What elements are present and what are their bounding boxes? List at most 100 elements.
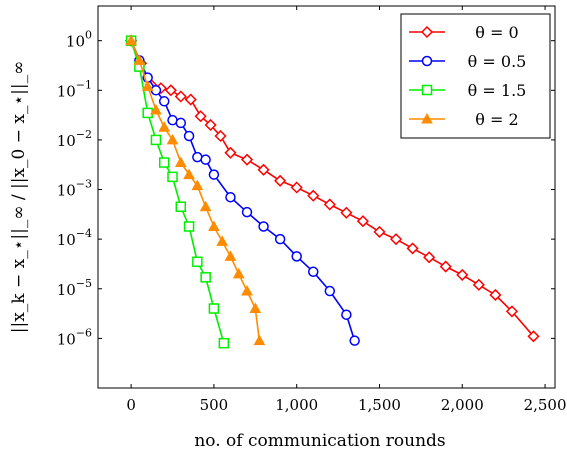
legend-marker <box>421 55 433 67</box>
legend-marker <box>420 25 434 39</box>
legend-entry: θ = 1.5 <box>409 81 526 100</box>
data-point <box>253 334 266 346</box>
data-point <box>307 189 320 202</box>
data-point <box>373 225 386 238</box>
data-point <box>175 117 187 129</box>
data-point <box>174 90 187 103</box>
data-point <box>258 221 269 232</box>
legend-label: θ = 2 <box>475 110 518 129</box>
data-point <box>274 174 287 187</box>
data-point <box>224 250 237 261</box>
legend-entry: θ = 0 <box>409 23 519 42</box>
x-axis-label: no. of communication rounds <box>194 431 445 451</box>
data-point <box>472 278 485 291</box>
series-1 <box>125 35 360 346</box>
data-point <box>167 171 178 183</box>
data-point <box>194 110 207 123</box>
data-point <box>291 251 302 262</box>
data-point <box>199 200 212 212</box>
data-point <box>224 146 237 159</box>
data-point <box>356 215 369 228</box>
y-tick-label: 10−5 <box>57 277 92 299</box>
data-point <box>183 130 195 142</box>
data-point <box>290 181 303 194</box>
data-point <box>133 54 146 65</box>
data-point <box>406 242 419 255</box>
data-point <box>183 221 195 232</box>
data-point <box>192 256 203 268</box>
x-tick-label: 500 <box>200 396 229 414</box>
data-point <box>174 156 187 168</box>
series-line <box>130 40 356 341</box>
data-point <box>439 260 452 273</box>
data-point <box>241 206 253 218</box>
plot-frame <box>97 5 556 389</box>
data-point <box>225 191 236 203</box>
y-tick-label: 10−4 <box>57 227 92 249</box>
data-point <box>257 163 270 176</box>
data-point <box>349 335 360 346</box>
data-point <box>240 153 254 166</box>
series-2 <box>125 35 230 349</box>
data-point <box>158 121 171 132</box>
data-point <box>164 84 177 97</box>
y-tick-label: 10−1 <box>57 78 92 100</box>
x-tick-label: 1,000 <box>275 396 318 414</box>
legend-label: θ = 0 <box>475 23 518 42</box>
y-tick-label: 10−3 <box>57 178 92 200</box>
data-point <box>527 330 540 343</box>
legend: θ = 0 θ = 0.5 θ = 1.5 θ = 2 <box>400 13 551 139</box>
data-point <box>191 179 204 191</box>
data-point <box>324 285 336 297</box>
data-point <box>249 302 262 314</box>
data-point <box>214 129 227 143</box>
legend-label: θ = 1.5 <box>468 81 527 100</box>
data-point <box>489 288 502 302</box>
data-point <box>423 251 436 264</box>
legend-marker <box>421 84 433 96</box>
y-tick-label: 10−2 <box>57 128 92 150</box>
data-point <box>200 154 211 165</box>
x-tick-label: 2,000 <box>441 396 484 414</box>
data-point <box>183 168 195 180</box>
data-point <box>456 268 469 281</box>
data-point <box>341 309 352 320</box>
y-axis-label: ||x_k − x_⋆||_∞ / ||x_0 − x_⋆||_∞ <box>9 61 29 334</box>
data-point <box>218 337 230 349</box>
axes-layer: 0 500 1,000 1,500 2,000 2,500 100 10−1 10−2 10−3 1… <box>9 6 567 414</box>
data-point <box>158 157 170 168</box>
data-point <box>184 93 197 106</box>
data-point <box>150 104 162 115</box>
data-point <box>232 267 245 279</box>
series-3 <box>125 34 266 346</box>
data-point <box>125 34 137 46</box>
data-point <box>208 303 220 314</box>
data-point <box>241 285 253 296</box>
data-point <box>208 220 220 231</box>
data-point <box>216 235 229 246</box>
data-point <box>142 107 153 119</box>
data-point <box>158 96 170 107</box>
data-point <box>204 118 217 132</box>
data-point <box>340 206 353 219</box>
data-point <box>166 133 179 145</box>
y-tick-label: 100 <box>66 29 92 51</box>
data-point <box>200 272 211 283</box>
data-point <box>389 233 403 246</box>
data-point <box>175 201 187 212</box>
data-point <box>308 266 319 278</box>
data-point <box>323 198 336 211</box>
data-point <box>150 134 162 146</box>
legend-entry: θ = 0.5 <box>409 52 526 71</box>
x-tick-label: 1,500 <box>358 396 401 414</box>
x-tick-label: 0 <box>126 396 136 414</box>
legend-entry: θ = 2 <box>409 110 519 129</box>
data-point <box>141 80 154 91</box>
series-layer <box>125 34 540 349</box>
data-point <box>274 233 286 245</box>
y-tick-label: 10−6 <box>57 326 92 348</box>
legend-marker <box>421 112 433 124</box>
legend-label: θ = 0.5 <box>468 52 527 71</box>
x-tick-label: 2,500 <box>524 396 567 414</box>
